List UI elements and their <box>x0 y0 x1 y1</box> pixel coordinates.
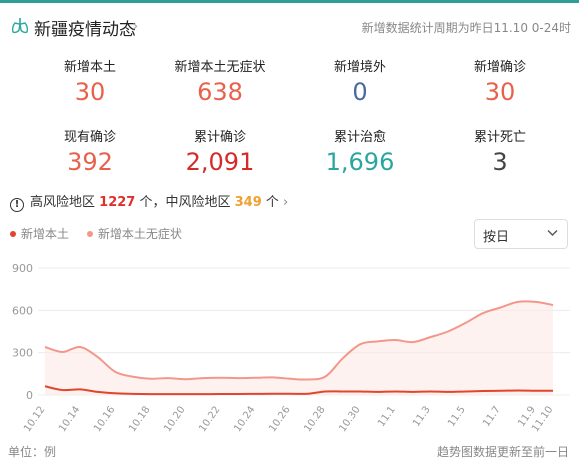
update-note: 趋势图数据更新至前一日 <box>436 445 569 459</box>
stat-value: 30 <box>484 78 516 106</box>
lungs-icon <box>11 18 29 34</box>
area-fill-asymptomatic <box>45 301 553 395</box>
x-tick-label: 11.1 <box>376 404 398 429</box>
x-tick-label: 11.7 <box>481 404 503 429</box>
risk-areas-link[interactable]: ! 高风险地区 1227 个，中风险地区 349 个 › <box>10 191 288 212</box>
stat-value: 3 <box>492 148 508 176</box>
y-tick-label: 300 <box>12 347 33 360</box>
x-tick-label: 10.30 <box>337 404 362 434</box>
x-tick-label: 11.3 <box>411 404 433 429</box>
stat-new-local: 新增本土 30 <box>20 56 160 106</box>
y-tick-label: 0 <box>26 389 33 402</box>
x-tick-label: 10.28 <box>302 404 327 434</box>
stat-new-asymptomatic: 新增本土无症状 638 <box>150 56 290 106</box>
mid-risk-count: 349 <box>234 195 262 210</box>
series-line-asymptomatic <box>44 300 554 381</box>
legend-dot <box>10 230 16 237</box>
stat-current-confirmed: 现有确诊 392 <box>20 126 160 176</box>
interval-select[interactable]: 按日 <box>474 219 568 249</box>
top-accent-bar <box>0 0 579 3</box>
stat-total-confirmed: 累计确诊 2,091 <box>150 126 290 176</box>
risk-unit: 个 <box>265 195 279 210</box>
warning-icon: ! <box>10 198 24 212</box>
stat-value: 30 <box>74 78 106 106</box>
y-tick-label: 900 <box>12 262 33 275</box>
legend-label: 新增本土 <box>21 227 70 241</box>
unit-note: 单位：例 <box>8 445 57 459</box>
legend-item-local[interactable]: 新增本土 <box>10 225 69 242</box>
chart-legend: 新增本土 新增本土无症状 <box>10 225 196 242</box>
interval-select-value: 按日 <box>483 230 510 245</box>
stat-value: 392 <box>67 148 113 176</box>
stat-label: 新增本土 <box>63 60 116 75</box>
high-risk-count: 1227 <box>99 195 136 210</box>
header: 新疆疫情动态 › 新增数据统计周期为昨日11.10 0-24时 <box>8 12 571 42</box>
stat-label: 累计治愈 <box>333 130 386 145</box>
trend-chart: 0 300 600 900 10.12 10.14 10.16 10.18 10.20 10.22… <box>12 262 570 434</box>
stat-label: 现有确诊 <box>63 130 116 145</box>
series-line-local <box>44 385 554 396</box>
x-tick-label: 11.5 <box>446 404 468 429</box>
chevron-down-icon <box>547 230 558 236</box>
mid-risk-label: 个，中风险地区 <box>139 195 231 210</box>
legend-dot <box>86 230 93 237</box>
chevron-right-icon: › <box>282 195 289 210</box>
x-tick-label: 10.22 <box>197 404 222 434</box>
x-tick-label: 10.24 <box>232 404 257 434</box>
stat-label: 累计确诊 <box>193 130 246 145</box>
stat-new-imported: 新增境外 0 <box>290 56 430 106</box>
stat-new-confirmed: 新增确诊 30 <box>430 56 570 106</box>
stats-period-note: 新增数据统计周期为昨日11.10 0-24时 <box>361 21 571 35</box>
legend-label: 新增本土无症状 <box>97 227 182 241</box>
x-tick-label: 10.14 <box>57 404 82 434</box>
legend-item-asymptomatic[interactable]: 新增本土无症状 <box>86 225 182 242</box>
stat-label: 新增本土无症状 <box>174 60 266 75</box>
x-tick-label: 10.20 <box>162 404 187 434</box>
stat-label: 累计死亡 <box>473 130 526 145</box>
y-tick-label: 600 <box>12 304 33 317</box>
chevron-right-icon[interactable]: › <box>132 16 139 35</box>
stat-value: 0 <box>352 78 368 106</box>
stat-label: 新增确诊 <box>473 60 526 75</box>
page-title[interactable]: 新疆疫情动态 <box>34 20 136 40</box>
stat-value: 2,091 <box>185 148 255 176</box>
x-tick-label: 10.18 <box>127 404 152 434</box>
stat-label: 新增境外 <box>333 60 386 75</box>
stat-value: 638 <box>197 78 243 106</box>
x-tick-label: 10.12 <box>22 404 47 434</box>
stat-value: 1,696 <box>325 148 395 176</box>
high-risk-label: 高风险地区 <box>30 195 96 210</box>
stat-total-deaths: 累计死亡 3 <box>430 126 570 176</box>
stat-total-cured: 累计治愈 1,696 <box>290 126 430 176</box>
x-tick-label: 10.16 <box>92 404 117 434</box>
x-tick-label: 10.26 <box>267 404 292 434</box>
